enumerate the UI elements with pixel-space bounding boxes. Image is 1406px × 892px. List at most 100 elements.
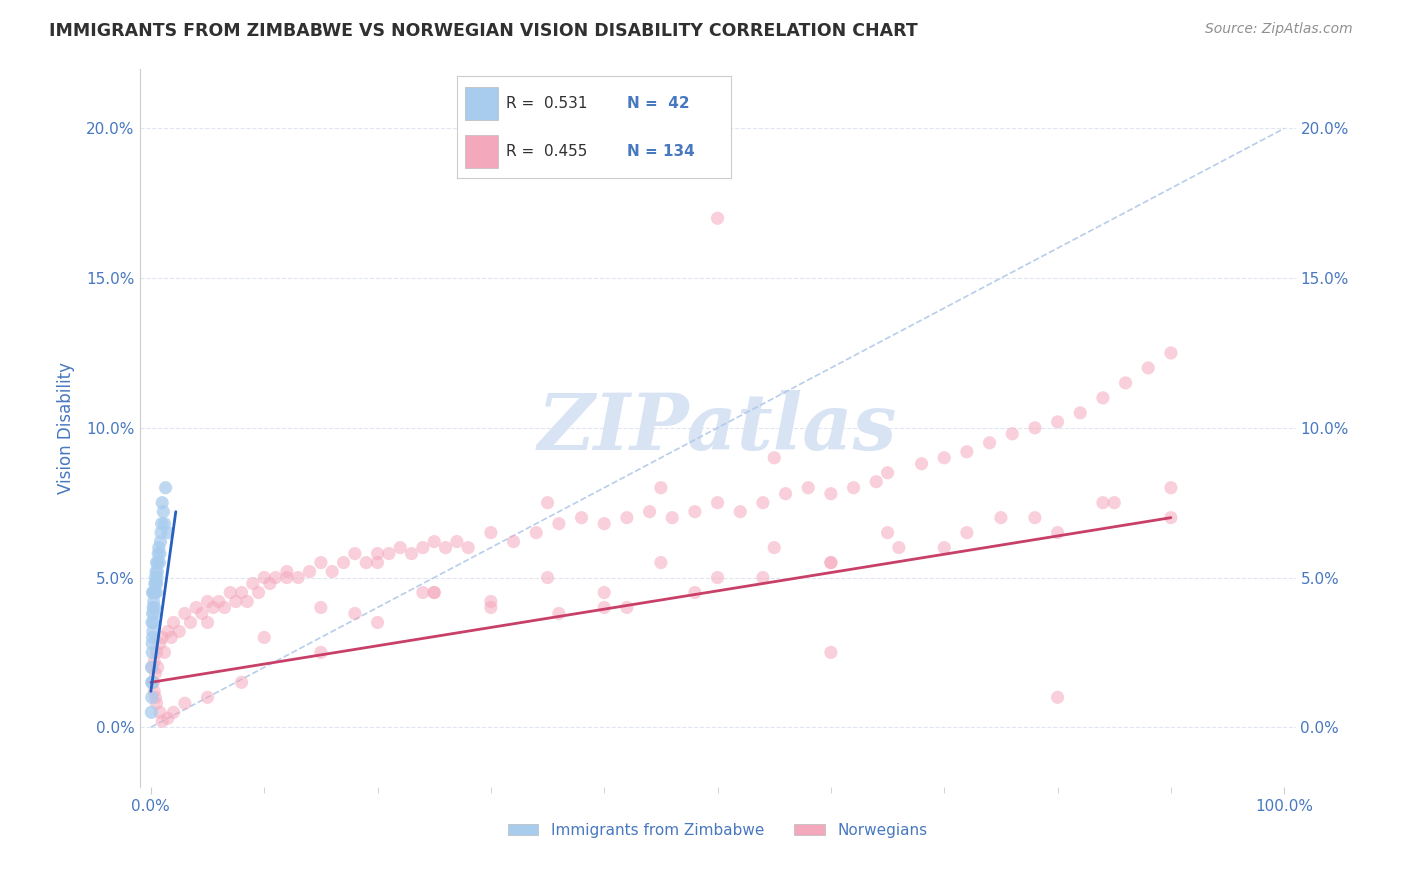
Point xyxy=(142,607,165,621)
Point xyxy=(990,510,1012,524)
Point xyxy=(142,624,165,639)
Point xyxy=(231,585,253,599)
Point xyxy=(253,631,276,645)
Point xyxy=(1160,481,1182,495)
Point xyxy=(231,675,253,690)
Point xyxy=(910,457,932,471)
Point xyxy=(146,660,169,674)
Point xyxy=(148,556,170,570)
Point xyxy=(141,615,163,630)
Point xyxy=(332,556,354,570)
Point xyxy=(956,444,979,458)
Point xyxy=(145,576,167,591)
Point xyxy=(145,645,167,659)
Point xyxy=(343,607,366,621)
Y-axis label: Vision Disability: Vision Disability xyxy=(58,362,75,494)
Point xyxy=(191,607,214,621)
Point xyxy=(173,607,195,621)
Point xyxy=(156,624,179,639)
Point xyxy=(142,675,165,690)
Point xyxy=(276,565,298,579)
Point xyxy=(145,556,167,570)
Point xyxy=(142,600,165,615)
Point xyxy=(150,631,173,645)
Point xyxy=(197,690,219,705)
Point xyxy=(797,481,820,495)
Point xyxy=(146,570,169,584)
Point xyxy=(876,466,898,480)
Point xyxy=(775,486,797,500)
Point xyxy=(1024,510,1046,524)
Text: R =  0.455: R = 0.455 xyxy=(506,145,588,160)
Point xyxy=(143,684,166,698)
Point xyxy=(145,696,167,710)
Point xyxy=(547,516,569,531)
Point xyxy=(1069,406,1091,420)
Text: IMMIGRANTS FROM ZIMBABWE VS NORWEGIAN VISION DISABILITY CORRELATION CHART: IMMIGRANTS FROM ZIMBABWE VS NORWEGIAN VI… xyxy=(49,22,918,40)
Point xyxy=(143,585,166,599)
Point xyxy=(156,525,179,540)
Point xyxy=(367,547,389,561)
Point xyxy=(1091,391,1114,405)
Point xyxy=(934,450,956,465)
Point xyxy=(309,556,332,570)
Point xyxy=(145,690,167,705)
Point xyxy=(259,576,281,591)
Point xyxy=(153,645,176,659)
Point xyxy=(401,547,423,561)
Point xyxy=(706,496,728,510)
Text: Source: ZipAtlas.com: Source: ZipAtlas.com xyxy=(1205,22,1353,37)
Point xyxy=(820,556,842,570)
Point xyxy=(208,594,231,608)
Point xyxy=(412,585,434,599)
Point xyxy=(141,636,163,650)
Text: N = 134: N = 134 xyxy=(627,145,695,160)
Point xyxy=(150,525,173,540)
Point xyxy=(479,594,502,608)
Point xyxy=(842,481,865,495)
Point xyxy=(1160,510,1182,524)
Point xyxy=(423,534,446,549)
Point xyxy=(479,525,502,540)
Point xyxy=(253,570,276,584)
Point xyxy=(934,541,956,555)
Point xyxy=(536,496,558,510)
Point xyxy=(1024,421,1046,435)
Point xyxy=(146,556,169,570)
Point xyxy=(571,510,593,524)
Point xyxy=(150,714,173,729)
Point xyxy=(141,660,163,674)
Point xyxy=(752,496,775,510)
Point xyxy=(536,570,558,584)
Point xyxy=(728,505,751,519)
Text: ZIPatlas: ZIPatlas xyxy=(538,390,897,467)
Point xyxy=(142,585,165,599)
Point xyxy=(143,600,166,615)
Point xyxy=(683,505,706,519)
Point xyxy=(143,654,166,668)
Point xyxy=(367,556,389,570)
Point xyxy=(150,496,173,510)
Point xyxy=(167,624,190,639)
Point xyxy=(197,615,219,630)
Point xyxy=(502,534,524,549)
Text: R =  0.531: R = 0.531 xyxy=(506,96,588,111)
Point xyxy=(457,541,479,555)
Point xyxy=(149,636,172,650)
Point xyxy=(162,615,184,630)
Point xyxy=(321,565,343,579)
Point xyxy=(145,565,167,579)
Point xyxy=(276,570,298,584)
Point xyxy=(160,631,183,645)
Point xyxy=(149,547,172,561)
Point xyxy=(145,576,167,591)
Point xyxy=(956,525,979,540)
Point xyxy=(142,675,165,690)
Point xyxy=(683,585,706,599)
Point xyxy=(1046,690,1069,705)
Point xyxy=(706,211,728,226)
Point xyxy=(197,594,219,608)
Point xyxy=(479,600,502,615)
Point xyxy=(162,706,184,720)
Point xyxy=(186,600,208,615)
